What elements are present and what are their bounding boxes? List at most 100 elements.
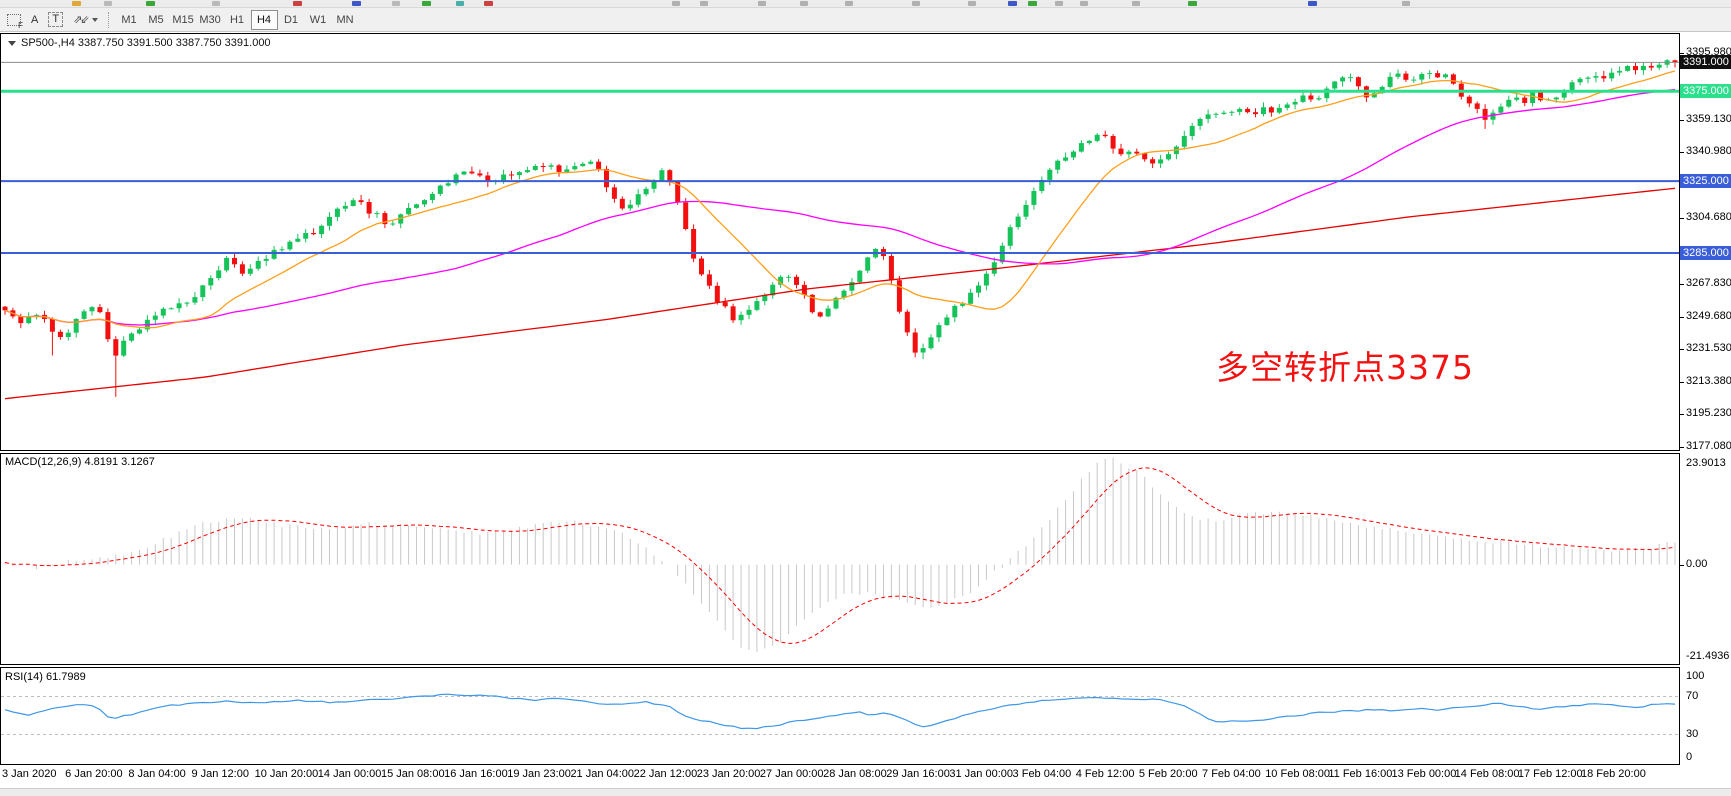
price-axis-tick-mark — [1680, 217, 1684, 219]
time-axis-label: 9 Jan 12:00 — [191, 768, 249, 780]
toolbar-icon-fragment — [758, 1, 766, 6]
toolbar-icon-fragment — [1188, 1, 1197, 6]
timeframe-button-w1[interactable]: W1 — [309, 13, 327, 26]
price-level-badge: 3285.000 — [1680, 246, 1731, 260]
toolbar-icon-fragment — [422, 1, 431, 6]
time-axis-label: 10 Feb 08:00 — [1265, 768, 1331, 780]
price-axis-tick-label: 3304.680 — [1686, 210, 1731, 223]
toolbar-icon-fragment — [912, 1, 920, 6]
time-axis-label: 16 Jan 16:00 — [444, 768, 508, 780]
price-chart-panel[interactable] — [0, 33, 1680, 451]
time-axis-label: 18 Feb 20:00 — [1581, 768, 1646, 780]
toolbar-icon-fragment — [1308, 1, 1317, 6]
toolbar-icon-fragment — [1055, 1, 1063, 6]
toolbar-icon-fragment — [1402, 1, 1410, 6]
text-frame-icon: T — [48, 12, 64, 27]
time-axis-label: 31 Jan 00:00 — [949, 768, 1014, 780]
toolbar-icon-fragment — [104, 1, 112, 6]
toolbar-icon-fragment — [212, 1, 220, 6]
time-axis-label: 22 Jan 12:00 — [633, 768, 698, 780]
price-axis-tick-label: 3177.080 — [1686, 440, 1731, 453]
macd-panel[interactable] — [0, 453, 1680, 665]
macd-axis-tick-mark — [1680, 564, 1684, 566]
timeframe-button-m5[interactable]: M5 — [148, 13, 164, 26]
toolbar-icon-fragment — [146, 1, 155, 6]
timeframe-button-m1[interactable]: M1 — [121, 13, 137, 26]
rsi-axis-tick-label: 30 — [1686, 727, 1699, 740]
price-axis-tick-label: 3249.680 — [1686, 309, 1731, 322]
timeframe-button-d1[interactable]: D1 — [283, 13, 299, 26]
timeframe-button-h1[interactable]: H1 — [229, 13, 245, 26]
time-axis-label: 3 Jan 2020 — [2, 768, 57, 780]
time-axis-label: 6 Jan 20:00 — [65, 768, 123, 780]
macd-axis-max-label: 23.9013 — [1686, 457, 1726, 469]
price-axis-tick-label: 3213.380 — [1686, 374, 1731, 387]
time-axis-label: 10 Jan 20:00 — [254, 768, 319, 780]
time-axis-label: 11 Feb 16:00 — [1328, 768, 1393, 780]
time-axis-label: 7 Feb 04:00 — [1202, 768, 1261, 780]
price-level-badge: 3391.000 — [1680, 55, 1731, 70]
time-axis-label: 14 Jan 00:00 — [317, 768, 382, 780]
grid-icon: F — [7, 13, 23, 30]
price-axis-tick-mark — [1680, 119, 1684, 121]
arrows-icon: ⇗⇙ — [73, 14, 90, 26]
timeframe-button-h4[interactable]: H4 — [250, 9, 278, 30]
toolbar-icon-fragment — [845, 1, 853, 6]
timeframe-button-m30[interactable]: M30 — [199, 13, 221, 26]
toolbar-icon-fragment — [800, 1, 808, 6]
clipped-toolbar-strip — [0, 0, 1731, 8]
toolbar-separator — [107, 11, 110, 28]
price-axis-tick-label: 3195.230 — [1686, 407, 1731, 420]
chart-title[interactable]: SP500-,H4 3387.750 3391.500 3387.750 339… — [8, 37, 271, 49]
rsi-panel[interactable] — [0, 667, 1680, 765]
price-axis-tick-mark — [1680, 414, 1684, 416]
chart-title-text: SP500-,H4 3387.750 3391.500 3387.750 339… — [21, 37, 271, 49]
toolbar-icon-fragment — [968, 1, 976, 6]
time-axis-label: 8 Jan 04:00 — [128, 768, 186, 780]
arrow-objects-tool[interactable]: ⇗⇙ — [69, 10, 101, 30]
chart-toolbar: F A T ⇗⇙ M1 M5 M15 M30 H1 H4 D1 W1 MN — [0, 8, 1731, 32]
crosshair-grid-tool[interactable]: F — [3, 10, 25, 30]
time-axis-label: 28 Jan 08:00 — [823, 768, 887, 780]
toolbar-icon-fragment — [293, 1, 302, 6]
dropdown-caret-icon — [91, 17, 98, 22]
chart-annotation-text[interactable]: 多空转折点3375 — [1216, 348, 1474, 387]
time-axis-label: 14 Feb 08:00 — [1454, 768, 1520, 780]
price-level-badge: 3325.000 — [1680, 174, 1731, 189]
macd-axis-min-label: -21.4936 — [1686, 650, 1730, 662]
price-axis-tick-label: 3359.130 — [1686, 112, 1731, 125]
time-axis-label: 13 Feb 00:00 — [1391, 768, 1457, 780]
toolbar-icon-fragment — [72, 1, 81, 6]
time-axis-label: 27 Jan 00:00 — [759, 768, 824, 780]
chart-dropdown-icon — [8, 40, 16, 46]
macd-indicator-label: MACD(12,26,9) 4.8191 3.1267 — [5, 456, 155, 468]
price-axis-tick-label: 3267.830 — [1686, 276, 1731, 289]
macd-axis-zero-label: 0.00 — [1686, 557, 1708, 570]
timeframe-button-mn[interactable]: MN — [336, 13, 354, 26]
toolbar-icon-fragment — [700, 1, 708, 6]
time-axis-label: 4 Feb 12:00 — [1075, 768, 1135, 780]
time-axis-label: 3 Feb 04:00 — [1012, 768, 1072, 780]
price-level-badge: 3375.000 — [1680, 84, 1731, 99]
time-axis-label: 5 Feb 20:00 — [1138, 768, 1198, 780]
time-axis-label: 29 Jan 16:00 — [886, 768, 950, 780]
toolbar-icon-fragment — [392, 1, 400, 6]
toolbar-icon-fragment — [672, 1, 680, 6]
time-axis-label: 21 Jan 04:00 — [570, 768, 635, 780]
letter-a-icon: A — [31, 13, 39, 26]
toolbar-icon-fragment — [352, 1, 361, 6]
price-axis-tick-mark — [1680, 381, 1684, 383]
text-frame-tool[interactable]: T — [44, 10, 67, 30]
price-axis-tick-mark — [1680, 283, 1684, 285]
toolbar-icon-fragment — [1132, 1, 1140, 6]
time-axis-label: 17 Feb 12:00 — [1517, 768, 1583, 780]
price-axis-tick-label: 3231.530 — [1686, 342, 1731, 355]
price-axis-tick-mark — [1680, 152, 1684, 154]
price-axis-tick-mark — [1680, 316, 1684, 318]
text-label-tool[interactable]: A — [27, 10, 42, 30]
rsi-axis-tick-label: 0 — [1686, 751, 1693, 763]
toolbar-icon-fragment — [1008, 1, 1017, 6]
timeframe-button-m15[interactable]: M15 — [172, 13, 194, 26]
rsi-axis-tick-label: 70 — [1686, 689, 1699, 702]
